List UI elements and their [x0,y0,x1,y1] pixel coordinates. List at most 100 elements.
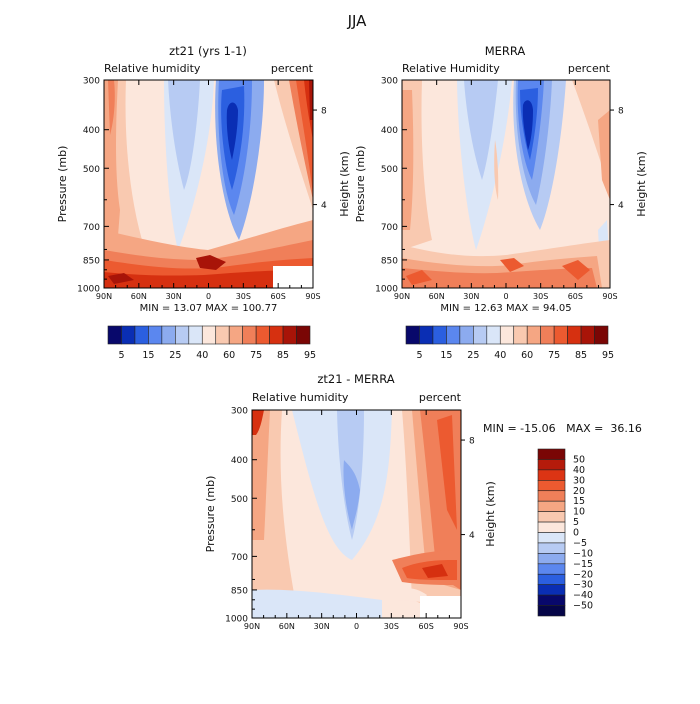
model-colorbar-label: 85 [277,350,289,361]
merra-colorbar-box [419,325,434,345]
diff-colorbar-box [537,459,566,471]
diff-htick-label: 8 [469,437,475,447]
diff-colorbar-label: −15 [573,559,593,570]
diff-colorbar-box [537,480,566,492]
diff-xtick-label: 60S [419,622,434,631]
model-colorbar-box [282,325,297,345]
merra-colorbar-box [513,325,528,345]
diff-xtick-label: 90S [453,622,468,631]
diff-colorbar-box [537,532,566,544]
model-xtick-label: 60N [131,292,147,301]
model-colorbar-box [148,325,163,345]
diff-ylabel: Pressure (mb) [204,476,217,553]
diff-colorbar-box [537,542,566,554]
panel-model-title: zt21 (yrs 1-1) [169,44,247,58]
merra-colorbar-box [446,325,461,345]
merra-ytick-label: 400 [381,126,398,136]
model-ylabel: Pressure (mb) [56,146,69,223]
diff-colorbar-label: −40 [573,590,593,601]
panel-merra: MERRA Relative Humidity percent [402,44,611,288]
merra-xtick-label: 30S [533,292,548,301]
diff-xtick-label: 90N [244,622,260,631]
merra-colorbar-label: 95 [602,350,614,361]
diff-colorbar-box [537,490,566,502]
diff-colorbar-box [537,573,566,585]
model-colorbar-box [242,325,257,345]
diff-ytick-label: 1000 [225,615,248,625]
model-ytick-label: 500 [83,165,100,175]
diff-colorbar-label: 30 [573,475,585,486]
panel-model-left-label: Relative humidity [104,62,201,75]
panel-diff-right-label: percent [419,391,462,404]
panel-diff-title: zt21 - MERRA [317,372,394,386]
merra-ytick-label: 1000 [375,285,398,295]
merra-ylabel-right: Height (km) [635,151,648,217]
panel-diff-left-label: Relative humidity [252,391,349,404]
diff-xtick-label: 60N [279,622,295,631]
diff-htick-label: 4 [469,531,475,541]
panel-diff-stats: MIN = -15.06 MAX = 36.16 [483,422,642,435]
merra-xtick-label: 60S [568,292,583,301]
diff-colorbar-label: −30 [573,580,593,591]
merra-colorbar-box [567,325,582,345]
merra-colorbar-box [580,325,595,345]
model-colorbar-label: 95 [304,350,316,361]
merra-colorbar-label: 40 [494,350,506,361]
panel-model-right-label: percent [271,62,314,75]
model-colorbar-box [255,325,270,345]
model-colorbar-box [175,325,190,345]
model-colorbar-box [134,325,149,345]
diff-colorbar-label: −10 [573,548,593,559]
model-ytick-label: 700 [83,223,100,233]
diff-colorbar-label: −20 [573,569,593,580]
merra-htick-label: 4 [618,201,624,211]
diff-ytick-label: 700 [231,553,248,563]
merra-colorbar-box [594,325,609,345]
model-xtick-label: 0 [206,292,211,301]
model-ytick-label: 300 [83,77,100,87]
model-xtick-label: 60S [271,292,286,301]
model-xtick-label: 90N [96,292,112,301]
model-colorbar-box [161,325,176,345]
panel-diff-field [252,410,461,618]
panel-merra-right-label: percent [568,62,611,75]
merra-colorbar-label: 25 [467,350,479,361]
diff-colorbar-label: 10 [573,507,585,518]
diff-xtick-label: 30S [384,622,399,631]
merra-htick-label: 8 [618,107,624,117]
merra-stats: MIN = 12.63 MAX = 94.05 [440,303,571,314]
diff-colorbar-box [537,469,566,481]
merra-xtick-label: 0 [503,292,508,301]
panel-merra-left-label: Relative Humidity [402,62,500,75]
diff-colorbar-box [537,563,566,575]
diff-colorbar-label: 50 [573,454,585,465]
merra-colorbar-label: 60 [521,350,533,361]
merra-colorbar-box [553,325,568,345]
merra-colorbar-label: 15 [440,350,452,361]
merra-colorbar-box [405,325,420,345]
merra-xtick-label: 60N [429,292,445,301]
merra-colorbar-label: 5 [416,350,422,361]
diff-colorbar-label: 0 [573,528,579,539]
model-ytick-label: 400 [83,126,100,136]
diff-xtick-label: 0 [354,622,359,631]
model-colorbar-box [228,325,243,345]
diff-colorbar-box [537,521,566,533]
model-htick-label: 8 [321,107,327,117]
merra-ytick-label: 700 [381,223,398,233]
merra-ytick-label: 850 [381,256,398,266]
diff-colorbar-box [537,511,566,523]
model-colorbar-label: 5 [118,350,124,361]
merra-colorbar-box [499,325,515,345]
merra-colorbar-label: 85 [575,350,587,361]
merra-colorbar-box [540,325,555,345]
diff-ytick-label: 850 [231,586,248,596]
model-colorbar-box [201,325,217,345]
model-xtick-label: 90S [305,292,320,301]
model-stats: MIN = 13.07 MAX = 100.77 [140,303,278,314]
diff-ytick-label: 400 [231,456,248,466]
page-title: JJA [347,12,368,30]
model-colorbar-label: 60 [223,350,235,361]
